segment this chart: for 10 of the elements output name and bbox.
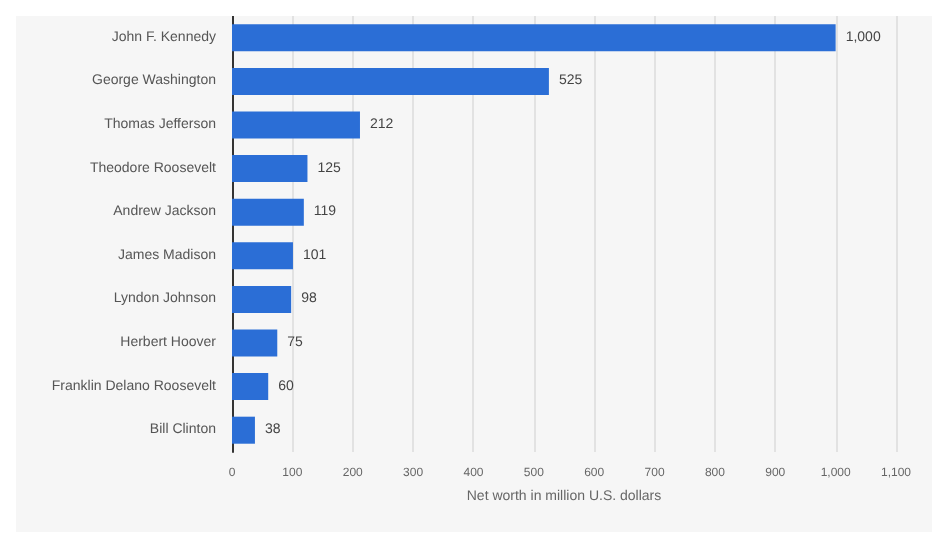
bar <box>232 67 549 95</box>
bar <box>232 111 360 139</box>
bar <box>232 285 292 313</box>
bar <box>232 242 293 270</box>
bar <box>232 329 278 357</box>
bar <box>232 373 269 401</box>
bar <box>232 24 836 52</box>
bar <box>232 198 304 226</box>
bar <box>232 155 308 183</box>
bar <box>232 416 255 444</box>
